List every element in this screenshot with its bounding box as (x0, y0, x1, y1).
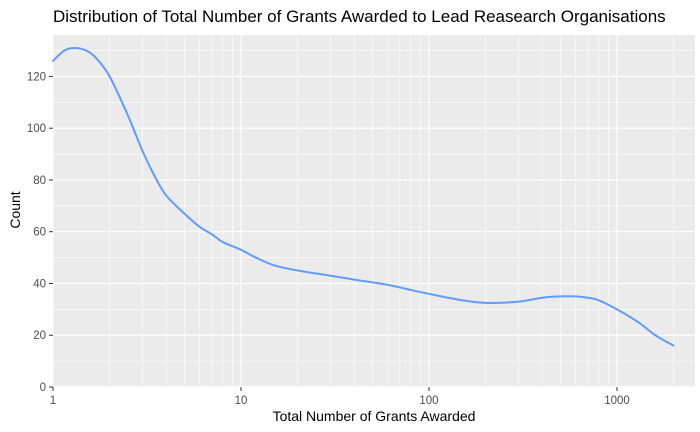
y-tick-label: 80 (33, 175, 46, 187)
axis-layer: 1 10 100 1000 0 20 40 60 80 100 120 (27, 71, 630, 407)
x-axis-title: Total Number of Grants Awarded (273, 408, 476, 424)
series-layer (52, 46, 675, 347)
y-tick-label: 100 (27, 123, 46, 135)
x-tick-label: 10 (235, 395, 248, 407)
minor-gridlines (53, 35, 695, 387)
y-tick-label: 0 (40, 382, 46, 394)
y-tick-label: 20 (33, 330, 46, 342)
y-tick-label: 40 (33, 278, 46, 290)
y-axis-title: Count (7, 191, 23, 228)
x-tick-label: 100 (419, 395, 438, 407)
series-line (52, 46, 675, 347)
chart-title: Distribution of Total Number of Grants A… (53, 7, 666, 26)
y-tick-label: 60 (33, 227, 46, 239)
x-tick-label: 1 (50, 395, 56, 407)
major-gridlines (52, 35, 695, 388)
x-tick-label: 1000 (604, 395, 630, 407)
y-tick-label: 120 (27, 71, 46, 83)
